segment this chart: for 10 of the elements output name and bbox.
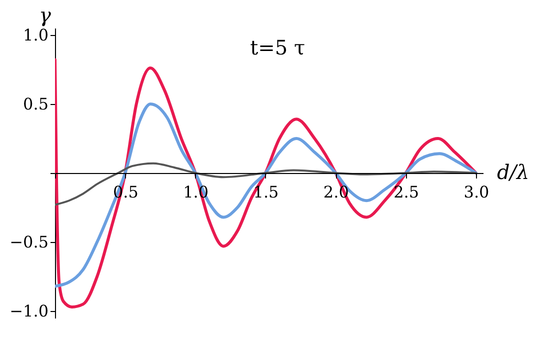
x-tick-label: 1.5 xyxy=(253,182,279,202)
y-tick-label: −0.5 xyxy=(10,232,48,252)
chart-title: t=5 τ xyxy=(250,35,306,60)
x-axis-title: d/λ xyxy=(497,160,530,184)
y-axis-title: γ xyxy=(39,3,52,27)
y-tick-label: −1.0 xyxy=(10,302,48,321)
x-tick-label: 2.5 xyxy=(394,182,420,202)
y-tick-label: 1.0 xyxy=(23,25,48,44)
x-tick-label: 3.0 xyxy=(464,182,490,202)
y-tick-label: 0.5 xyxy=(23,94,48,114)
